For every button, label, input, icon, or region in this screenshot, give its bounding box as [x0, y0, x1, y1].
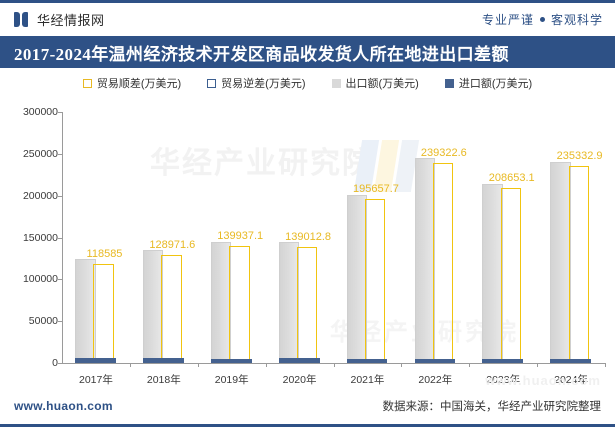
legend-item-2[interactable]: 出口额(万美元): [331, 75, 419, 91]
legend-swatch-icon: [444, 78, 454, 88]
bar-import-2: [210, 358, 252, 363]
y-axis-tick-label: 50000: [28, 315, 58, 328]
y-axis-tick-mark: [58, 279, 62, 281]
brand-logo[interactable]: 华经情报网: [14, 10, 105, 29]
bar-surplus-3: [297, 246, 318, 363]
bar-import-7: [550, 359, 591, 363]
x-axis-tick-mark: [333, 363, 335, 367]
x-axis-tick-label: 2023年: [486, 374, 521, 386]
y-axis-tick-label: 200000: [22, 189, 58, 202]
y-axis-tick: 50000: [0, 315, 58, 333]
bar-export-6: [482, 184, 503, 363]
bar-surplus-0: [93, 263, 114, 363]
legend-item-1[interactable]: 贸易逆差(万美元): [207, 75, 306, 91]
y-axis-tick-label: 0: [52, 357, 58, 369]
y-axis-line: [62, 112, 63, 363]
bar-import-1: [143, 358, 184, 363]
x-axis-tick-mark: [197, 363, 199, 367]
legend-swatch-icon: [207, 78, 217, 88]
y-axis-tick-mark: [58, 112, 62, 113]
footer-site-link[interactable]: www.huaon.com: [14, 398, 113, 413]
bar-surplus-6: [500, 188, 522, 363]
watermark-primary: 华经产业研究院: [150, 147, 374, 180]
footer-data-source: 数据来源：中国海关，华经产业研究院整理: [382, 400, 602, 413]
data-label-1: 128971.6: [149, 239, 196, 252]
legend-label: 进口额(万美元): [458, 78, 533, 90]
y-axis-tick-label: 300000: [22, 106, 58, 118]
legend-item-0[interactable]: 贸易顺差(万美元): [82, 75, 182, 91]
header-tagline: 专业严谨 客观科学: [482, 11, 603, 28]
y-axis-tick: 200000: [0, 190, 58, 208]
bar-surplus-1: [161, 255, 182, 363]
x-axis-tick-label: 2022年: [418, 374, 453, 386]
bar-import-5: [414, 358, 456, 363]
bar-import-3: [278, 358, 320, 363]
bar-surplus-4: [364, 199, 386, 363]
bar-import-4: [346, 358, 388, 363]
y-axis-tick: 150000: [0, 232, 58, 250]
bar-export-3: [278, 242, 300, 363]
site-header: 华经情报网 专业严谨 客观科学: [0, 0, 615, 36]
y-axis-tick: 0: [0, 357, 58, 375]
bar-export-2: [210, 241, 232, 363]
y-axis-tick-mark: [58, 363, 62, 364]
brand-name: 华经情报网: [37, 13, 105, 28]
y-axis-tick-label: 150000: [22, 231, 58, 244]
data-label-2: 139937.1: [217, 229, 264, 242]
y-axis-tick-mark: [58, 237, 62, 239]
data-label-7: 235332.9: [556, 150, 603, 163]
y-axis-tick: 100000: [0, 273, 58, 291]
chart-legend: 贸易顺差(万美元) 贸易逆差(万美元) 出口额(万美元) 进口额(万美元): [0, 72, 615, 94]
data-label-5: 239322.6: [420, 146, 467, 159]
site-footer: www.huaon.com www.huaon.com 数据来源：中国海关，华经…: [0, 373, 615, 427]
bar-export-7: [550, 162, 571, 363]
bar-import-6: [482, 358, 524, 363]
x-axis-tick-label: 2024年: [554, 374, 588, 386]
x-axis-tick-mark: [129, 363, 131, 367]
x-axis-tick-mark: [469, 363, 471, 367]
x-axis-tick-mark: [265, 363, 267, 367]
legend-label: 贸易顺差(万美元): [96, 78, 182, 90]
tagline-right-text: 客观科学: [550, 13, 603, 27]
y-axis-tick: 300000: [0, 106, 58, 124]
plot-area: 华经产业研究院 华经产业研究院 050000100000150000200000…: [0, 96, 615, 386]
bullet-icon: [539, 17, 545, 22]
y-axis-tick: 250000: [0, 148, 58, 166]
bar-export-1: [143, 250, 164, 363]
data-label-3: 139012.8: [285, 230, 332, 243]
data-label-4: 195657.7: [353, 183, 399, 196]
bar-export-4: [346, 195, 368, 363]
book-icon: [14, 12, 30, 27]
x-axis-tick-label: 2018年: [146, 374, 181, 386]
bar-surplus-2: [229, 245, 250, 363]
data-label-0: 118585: [86, 247, 123, 260]
x-axis-tick-label: 2019年: [214, 374, 249, 386]
bar-surplus-5: [432, 162, 454, 363]
y-axis-tick-mark: [58, 321, 62, 323]
data-label-6: 208653.1: [488, 172, 535, 185]
x-axis-tick-mark: [605, 363, 606, 367]
y-axis-tick-mark: [58, 195, 62, 197]
bar-export-0: [75, 259, 96, 363]
legend-swatch-icon: [82, 78, 92, 88]
x-axis-tick-label: 2017年: [79, 374, 113, 386]
y-axis-tick-label: 100000: [22, 273, 58, 286]
y-axis-tick-label: 250000: [22, 147, 58, 160]
bar-export-5: [414, 158, 435, 363]
legend-label: 出口额(万美元): [345, 78, 419, 90]
legend-swatch-icon: [331, 78, 341, 88]
x-axis-tick-label: 2021年: [350, 374, 385, 386]
bar-surplus-7: [568, 166, 589, 363]
x-axis-tick-label: 2020年: [282, 374, 317, 386]
legend-item-3[interactable]: 进口额(万美元): [444, 75, 533, 91]
x-axis-tick-mark: [537, 363, 539, 367]
x-axis-tick-mark: [401, 363, 403, 367]
chart-title: 2017-2024年温州经济技术开发区商品收发货人所在地进出口差额: [0, 36, 615, 68]
tagline-left-text: 专业严谨: [481, 13, 534, 27]
bar-import-0: [75, 358, 116, 363]
legend-label: 贸易逆差(万美元): [221, 78, 306, 90]
y-axis-tick-mark: [58, 153, 62, 155]
